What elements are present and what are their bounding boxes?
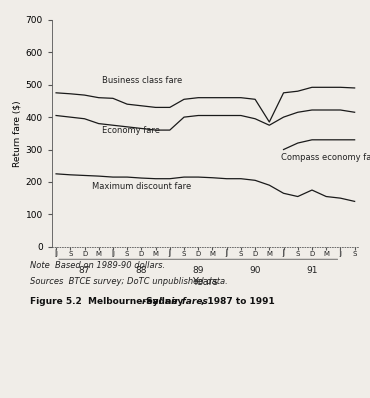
Text: Economy fare: Economy fare (101, 126, 159, 135)
Text: Compass economy fare: Compass economy fare (281, 153, 370, 162)
Text: Sources  BTCE survey; DoTC unpublished data.: Sources BTCE survey; DoTC unpublished da… (30, 277, 227, 286)
Text: Business class fare: Business class fare (101, 76, 182, 85)
Text: Figure 5.2  Melbourne-Sydney: Figure 5.2 Melbourne-Sydney (30, 297, 186, 306)
Text: 87: 87 (79, 266, 90, 275)
Text: Years: Years (192, 277, 218, 287)
Text: real air fares: real air fares (142, 297, 208, 306)
Text: 89: 89 (192, 266, 204, 275)
Text: Figure 5.2  Melbourne-Sydney: Figure 5.2 Melbourne-Sydney (30, 297, 186, 306)
Text: 91: 91 (306, 266, 318, 275)
Text: Note  Based on 1989-90 dollars.: Note Based on 1989-90 dollars. (30, 261, 165, 270)
Y-axis label: Return fare ($): Return fare ($) (12, 100, 21, 167)
Text: 88: 88 (136, 266, 147, 275)
Text: 90: 90 (249, 266, 261, 275)
Text: Maximum discount fare: Maximum discount fare (92, 182, 191, 191)
Text: , 1987 to 1991: , 1987 to 1991 (201, 297, 274, 306)
